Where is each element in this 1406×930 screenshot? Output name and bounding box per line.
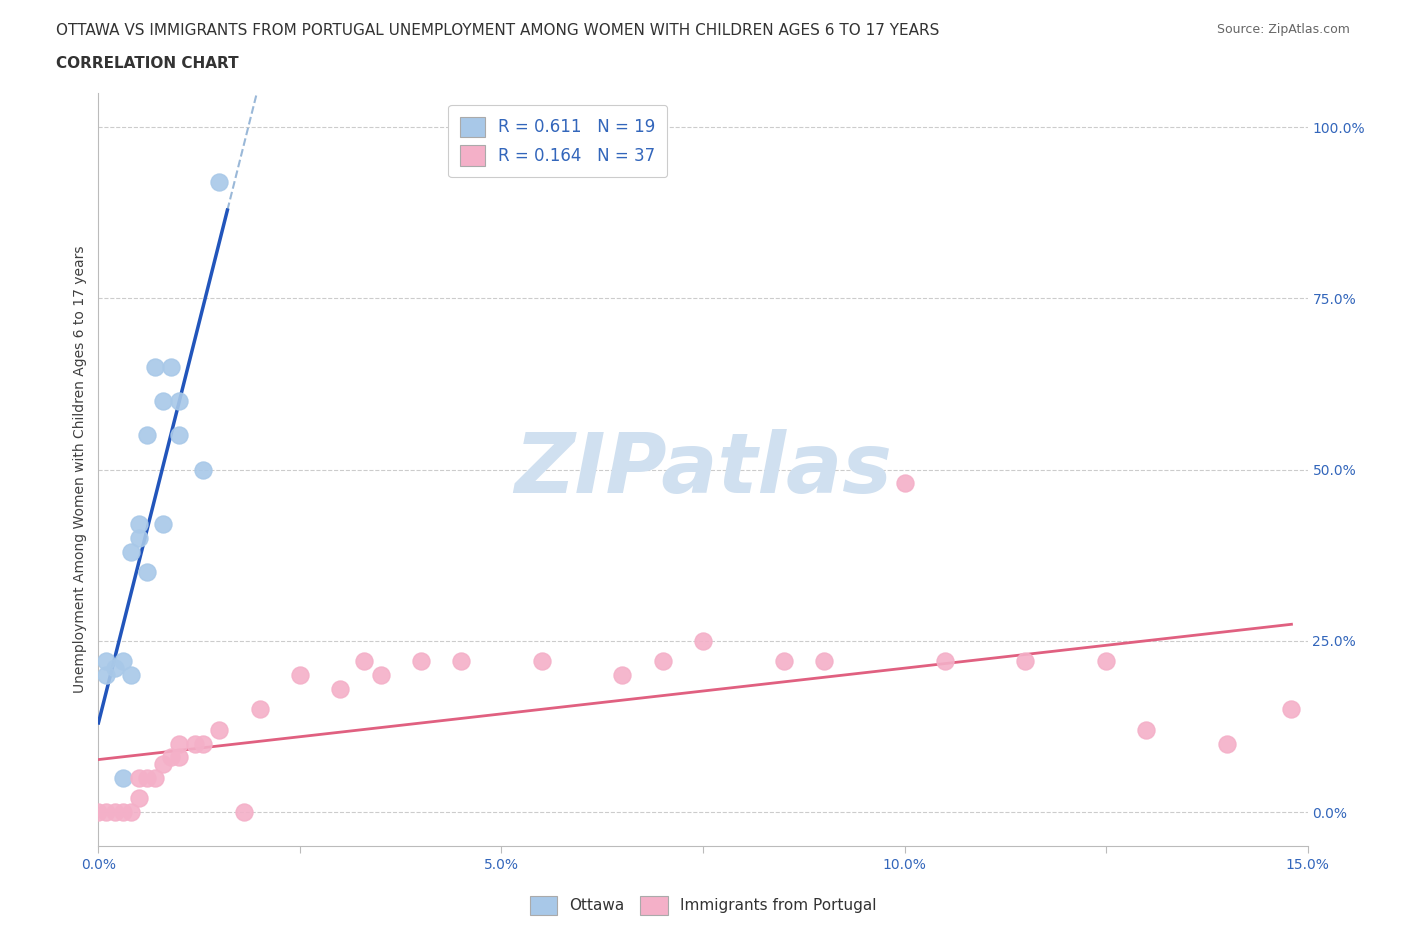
Legend: Ottawa, Immigrants from Portugal: Ottawa, Immigrants from Portugal bbox=[522, 888, 884, 923]
Text: OTTAWA VS IMMIGRANTS FROM PORTUGAL UNEMPLOYMENT AMONG WOMEN WITH CHILDREN AGES 6: OTTAWA VS IMMIGRANTS FROM PORTUGAL UNEMP… bbox=[56, 23, 939, 38]
Point bbox=[208, 723, 231, 737]
Point bbox=[249, 702, 271, 717]
Point bbox=[96, 654, 118, 669]
Point bbox=[1281, 702, 1303, 717]
Point bbox=[208, 175, 231, 190]
Point bbox=[370, 668, 392, 683]
Point bbox=[152, 517, 174, 532]
Point bbox=[409, 654, 432, 669]
Point bbox=[111, 770, 134, 785]
Point bbox=[152, 757, 174, 772]
Point bbox=[160, 360, 183, 375]
Point bbox=[120, 804, 142, 819]
Point bbox=[128, 790, 150, 805]
Point bbox=[288, 668, 311, 683]
Point bbox=[96, 668, 118, 683]
Point bbox=[96, 804, 118, 819]
Point bbox=[813, 654, 835, 669]
Point bbox=[450, 654, 472, 669]
Point bbox=[135, 428, 157, 443]
Point bbox=[111, 654, 134, 669]
Point bbox=[934, 654, 956, 669]
Point bbox=[143, 770, 166, 785]
Point bbox=[167, 428, 190, 443]
Point bbox=[87, 804, 110, 819]
Point bbox=[128, 770, 150, 785]
Point bbox=[160, 750, 183, 764]
Point bbox=[103, 804, 125, 819]
Point bbox=[111, 804, 134, 819]
Point bbox=[353, 654, 375, 669]
Point bbox=[128, 531, 150, 546]
Point bbox=[128, 517, 150, 532]
Point bbox=[167, 737, 190, 751]
Point bbox=[120, 544, 142, 559]
Point bbox=[193, 462, 215, 477]
Point bbox=[184, 737, 207, 751]
Text: CORRELATION CHART: CORRELATION CHART bbox=[56, 56, 239, 71]
Y-axis label: Unemployment Among Women with Children Ages 6 to 17 years: Unemployment Among Women with Children A… bbox=[73, 246, 87, 694]
Point bbox=[120, 668, 142, 683]
Point bbox=[193, 737, 215, 751]
Text: Source: ZipAtlas.com: Source: ZipAtlas.com bbox=[1216, 23, 1350, 36]
Point bbox=[167, 393, 190, 408]
Point bbox=[530, 654, 553, 669]
Text: ZIPatlas: ZIPatlas bbox=[515, 429, 891, 511]
Point bbox=[167, 750, 190, 764]
Point bbox=[1135, 723, 1157, 737]
Point bbox=[651, 654, 673, 669]
Legend: R = 0.611   N = 19, R = 0.164   N = 37: R = 0.611 N = 19, R = 0.164 N = 37 bbox=[449, 105, 668, 178]
Point bbox=[1216, 737, 1239, 751]
Point bbox=[135, 770, 157, 785]
Point bbox=[692, 633, 714, 648]
Point bbox=[232, 804, 254, 819]
Point bbox=[135, 565, 157, 579]
Point bbox=[103, 661, 125, 676]
Point bbox=[152, 393, 174, 408]
Point bbox=[1014, 654, 1036, 669]
Point bbox=[1095, 654, 1118, 669]
Point bbox=[893, 476, 915, 491]
Point bbox=[612, 668, 634, 683]
Point bbox=[143, 360, 166, 375]
Point bbox=[772, 654, 794, 669]
Point bbox=[329, 682, 352, 697]
